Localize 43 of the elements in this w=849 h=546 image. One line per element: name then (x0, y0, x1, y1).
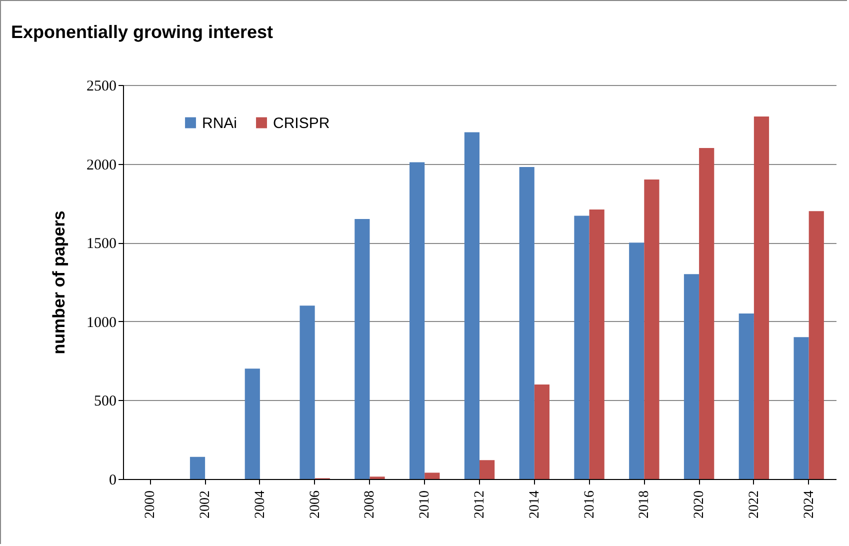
bar (519, 166, 534, 479)
y-tick-label: 1500 (86, 236, 116, 252)
bar (684, 274, 700, 479)
bar (300, 306, 315, 479)
y-tick-label: 0 (109, 472, 116, 488)
y-tick-label: 2000 (86, 157, 116, 174)
x-tick-label: 2018 (637, 490, 652, 518)
bar (738, 314, 754, 479)
bar (424, 472, 440, 479)
x-tick-label: 2010 (418, 490, 433, 518)
bar (190, 456, 206, 479)
legend-label: RNAi (202, 114, 238, 132)
y-tick-label: 2500 (86, 78, 116, 94)
x-tick-label: 2000 (143, 490, 158, 518)
bar (574, 216, 590, 479)
bar (808, 211, 824, 479)
legend-label: CRISPR (273, 114, 330, 132)
x-tick-label: 2016 (582, 490, 598, 518)
bar (464, 132, 480, 479)
x-tick-label: 2022 (746, 490, 762, 518)
x-tick-label: 2012 (472, 490, 488, 518)
x-tick-label: 2024 (802, 490, 817, 518)
x-tick-label: 2014 (527, 490, 542, 518)
bar (354, 218, 370, 479)
bar (644, 180, 660, 479)
y-tick-label: 500 (94, 394, 116, 410)
bar (410, 162, 425, 479)
bar (244, 368, 260, 479)
bar (534, 384, 550, 479)
y-axis-title: number of papers (50, 210, 68, 354)
x-tick-label: 2006 (308, 490, 323, 518)
x-tick-label: 2020 (692, 490, 708, 518)
bar (794, 337, 809, 479)
chart-title: Exponentially growing interest (11, 22, 274, 42)
x-tick-label: 2002 (198, 490, 214, 518)
bar (754, 116, 770, 479)
x-tick-label: 2008 (362, 490, 378, 518)
bar (480, 460, 495, 479)
bar (589, 210, 604, 479)
y-tick-label: 1000 (86, 314, 116, 331)
bar (699, 148, 714, 479)
x-tick-label: 2004 (252, 490, 268, 518)
bar (629, 242, 644, 479)
